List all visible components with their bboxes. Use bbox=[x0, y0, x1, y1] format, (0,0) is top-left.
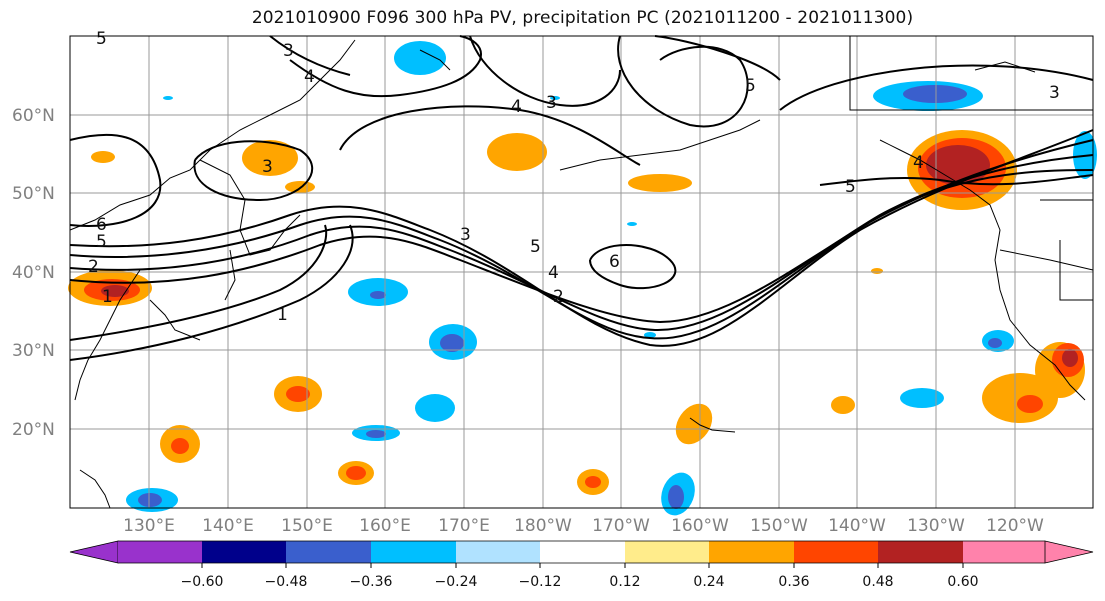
colorbar-bin bbox=[202, 541, 286, 563]
colorbar-tick: 0.60 bbox=[947, 574, 978, 590]
svg-text:170°W: 170°W bbox=[592, 516, 650, 536]
colorbar-bin bbox=[878, 541, 963, 563]
map-frame bbox=[69, 35, 1094, 509]
svg-text:5: 5 bbox=[96, 29, 107, 49]
latitude-labels: 60°N 50°N 40°N 30°N 20°N bbox=[12, 106, 55, 440]
colorbar-tick: −0.24 bbox=[435, 574, 478, 590]
svg-text:2: 2 bbox=[553, 287, 564, 307]
svg-text:5: 5 bbox=[745, 76, 756, 96]
svg-text:1: 1 bbox=[102, 287, 113, 307]
colorbar-bin bbox=[456, 541, 540, 563]
colorbar-bin bbox=[286, 541, 371, 563]
svg-text:130°W: 130°W bbox=[907, 516, 965, 536]
colorbar: −0.60 −0.48 −0.36 −0.24 −0.12 0.12 0.24 … bbox=[69, 540, 1094, 590]
svg-text:4: 4 bbox=[913, 153, 924, 173]
svg-text:6: 6 bbox=[609, 252, 620, 272]
precip-negative-areas bbox=[126, 41, 1097, 516]
svg-text:160°E: 160°E bbox=[359, 516, 411, 536]
svg-text:20°N: 20°N bbox=[12, 420, 55, 440]
map-title: 2021010900 F096 300 hPa PV, precipitatio… bbox=[251, 8, 914, 28]
colorbar-bin bbox=[540, 541, 625, 563]
svg-text:3: 3 bbox=[283, 41, 294, 61]
svg-text:1: 1 bbox=[277, 305, 288, 325]
svg-text:2: 2 bbox=[88, 257, 99, 277]
colorbar-tick: −0.48 bbox=[265, 574, 308, 590]
pv-contours bbox=[69, 35, 1094, 361]
svg-text:5: 5 bbox=[845, 177, 856, 197]
svg-text:6: 6 bbox=[96, 215, 107, 235]
colorbar-tick: −0.12 bbox=[519, 574, 562, 590]
colorbar-bin bbox=[794, 541, 878, 563]
colorbar-tick: 0.48 bbox=[862, 574, 893, 590]
svg-text:4: 4 bbox=[304, 67, 315, 87]
colorbar-extend-low bbox=[69, 540, 119, 564]
svg-text:150°E: 150°E bbox=[281, 516, 333, 536]
svg-text:50°N: 50°N bbox=[12, 184, 55, 204]
svg-text:3: 3 bbox=[460, 225, 471, 245]
svg-text:3: 3 bbox=[1049, 83, 1060, 103]
svg-text:3: 3 bbox=[546, 93, 557, 113]
svg-text:40°N: 40°N bbox=[12, 263, 55, 283]
contour-labels: 3 4 4 3 5 3 6 5 3 5 4 2 6 5 2 1 1 3 4 5 bbox=[88, 29, 1060, 325]
svg-text:140°E: 140°E bbox=[202, 516, 254, 536]
svg-text:120°W: 120°W bbox=[986, 516, 1044, 536]
colorbar-tick: −0.60 bbox=[181, 574, 224, 590]
colorbar-tick: 0.24 bbox=[693, 574, 724, 590]
svg-text:180°W: 180°W bbox=[514, 516, 572, 536]
precip-positive-areas bbox=[68, 130, 1085, 495]
colorbar-bin bbox=[963, 541, 1045, 563]
svg-text:5: 5 bbox=[530, 237, 541, 257]
svg-text:130°E: 130°E bbox=[123, 516, 175, 536]
svg-text:140°W: 140°W bbox=[828, 516, 886, 536]
svg-text:4: 4 bbox=[548, 263, 559, 283]
svg-text:4: 4 bbox=[511, 97, 522, 117]
colorbar-bin bbox=[709, 541, 794, 563]
svg-text:150°W: 150°W bbox=[750, 516, 808, 536]
svg-text:5: 5 bbox=[96, 232, 107, 252]
colorbar-extend-high bbox=[1044, 540, 1094, 564]
svg-text:30°N: 30°N bbox=[12, 341, 55, 361]
svg-text:160°W: 160°W bbox=[671, 516, 729, 536]
svg-text:60°N: 60°N bbox=[12, 106, 55, 126]
colorbar-bin bbox=[371, 541, 456, 563]
svg-text:3: 3 bbox=[262, 157, 273, 177]
colorbar-tick: −0.36 bbox=[350, 574, 393, 590]
longitude-labels: 130°E 140°E 150°E 160°E 170°E 180°W 170°… bbox=[123, 516, 1044, 536]
colorbar-bin bbox=[625, 541, 709, 563]
colorbar-bin bbox=[118, 541, 202, 563]
colorbar-tick: 0.12 bbox=[609, 574, 640, 590]
colorbar-tick: 0.36 bbox=[778, 574, 809, 590]
svg-text:170°E: 170°E bbox=[438, 516, 490, 536]
